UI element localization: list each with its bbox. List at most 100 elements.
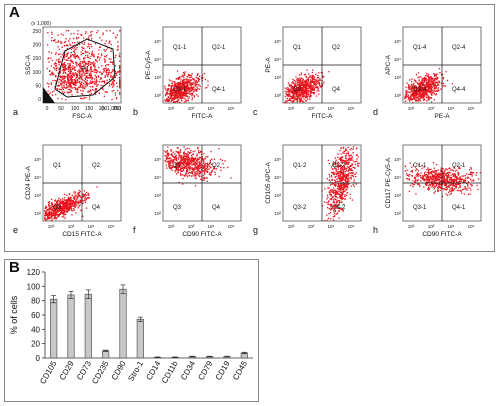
scatter-point bbox=[443, 83, 444, 84]
scatter-point bbox=[188, 100, 189, 101]
scatter-point bbox=[461, 193, 462, 194]
scatter-point bbox=[187, 92, 188, 93]
scatter-point bbox=[352, 175, 353, 176]
scatter-point bbox=[57, 98, 58, 99]
scatter-point bbox=[90, 67, 91, 68]
scatter-point bbox=[176, 159, 177, 160]
scatter-point bbox=[355, 176, 356, 177]
scatter-point bbox=[308, 88, 309, 89]
scatter-point bbox=[175, 95, 176, 96]
scatter-point bbox=[429, 80, 430, 81]
scatter-point bbox=[94, 83, 95, 84]
scatter-point bbox=[68, 30, 69, 31]
scatter-point bbox=[337, 213, 338, 214]
scatter-point bbox=[203, 180, 204, 181]
scatter-point bbox=[72, 74, 73, 75]
scatter-point bbox=[44, 217, 45, 218]
scatter-point bbox=[90, 31, 91, 32]
scatter-point bbox=[313, 85, 314, 86]
scatter-point bbox=[416, 175, 417, 176]
scatter-point bbox=[433, 73, 434, 74]
scatter-point bbox=[416, 101, 417, 102]
scatter-point bbox=[305, 93, 306, 94]
scatter-point bbox=[352, 156, 353, 157]
scatter-point bbox=[338, 176, 339, 177]
scatter-point bbox=[408, 89, 409, 90]
scatter-point bbox=[293, 83, 294, 84]
scatter-point bbox=[72, 200, 73, 201]
scatter-point bbox=[470, 179, 471, 180]
scatter-point bbox=[51, 84, 52, 85]
scatter-point bbox=[333, 173, 334, 174]
scatter-point bbox=[205, 170, 206, 171]
scatter-point bbox=[341, 181, 342, 182]
scatter-point bbox=[74, 56, 75, 57]
scatter-point bbox=[191, 172, 192, 173]
scatter-point bbox=[119, 79, 120, 80]
scatter-point bbox=[52, 94, 53, 95]
scatter-point bbox=[425, 78, 426, 79]
scatter-point bbox=[183, 79, 184, 80]
scatter-point bbox=[72, 69, 73, 70]
scatter-point bbox=[166, 165, 167, 166]
scatter-point bbox=[119, 30, 120, 31]
scatter-point bbox=[51, 220, 52, 221]
y-tick-label: 150 bbox=[33, 56, 42, 62]
scatter-point bbox=[340, 157, 341, 158]
scatter-point bbox=[439, 82, 440, 83]
x-axis-label: PE-A bbox=[434, 113, 450, 120]
scatter-point bbox=[75, 78, 76, 79]
scatter-point bbox=[77, 41, 78, 42]
scatter-point bbox=[310, 86, 311, 87]
quadrant-label: Q2 bbox=[92, 163, 101, 169]
y-tick-label: 10⁴ bbox=[274, 57, 281, 62]
scatter-point bbox=[174, 153, 175, 154]
scatter-point bbox=[310, 84, 311, 85]
y-tick-label: 10³ bbox=[34, 193, 41, 198]
scatter-point bbox=[440, 175, 441, 176]
scatter-point bbox=[111, 44, 112, 45]
scatter-point bbox=[48, 83, 49, 84]
scatter-point bbox=[73, 197, 74, 198]
scatter-point bbox=[350, 160, 351, 161]
scatter-point bbox=[72, 79, 73, 80]
scatter-point bbox=[49, 51, 50, 52]
scatter-point bbox=[71, 90, 72, 91]
scatter-point bbox=[326, 198, 327, 199]
scatter-point bbox=[54, 39, 55, 40]
scatter-point bbox=[96, 32, 97, 33]
scatter-point bbox=[165, 95, 166, 96]
scatter-point bbox=[92, 86, 93, 87]
scatter-point bbox=[77, 30, 78, 31]
scatter-point bbox=[66, 199, 67, 200]
scatter-point bbox=[69, 38, 70, 39]
scatter-point bbox=[193, 151, 194, 152]
scatter-point bbox=[184, 101, 185, 102]
scatter-point bbox=[96, 77, 97, 78]
scatter-point bbox=[56, 88, 57, 89]
quadrant-label: Q3-4 bbox=[413, 87, 427, 93]
scatter-point bbox=[87, 46, 88, 47]
scatter-point bbox=[209, 174, 210, 175]
scatter-point bbox=[45, 214, 46, 215]
scatter-point bbox=[115, 92, 116, 93]
scatter-point bbox=[437, 83, 438, 84]
y-tick-label: 0 bbox=[38, 97, 41, 103]
scatter-point bbox=[207, 171, 208, 172]
scatter-point bbox=[48, 205, 49, 206]
scatter-point bbox=[287, 91, 288, 92]
scatter-point bbox=[167, 152, 168, 153]
scatter-point bbox=[75, 58, 76, 59]
scatter-point bbox=[356, 148, 357, 149]
scatter-point bbox=[340, 188, 341, 189]
scatter-point bbox=[341, 172, 342, 173]
scatter-point bbox=[189, 79, 190, 80]
scatter-point bbox=[56, 217, 57, 218]
scatter-point bbox=[343, 189, 344, 190]
scatter-point bbox=[104, 58, 105, 59]
y-tick-label: 10² bbox=[154, 93, 161, 98]
scatter-point bbox=[73, 191, 74, 192]
y-tick-label: 10³ bbox=[274, 75, 281, 80]
scatter-point bbox=[344, 196, 345, 197]
